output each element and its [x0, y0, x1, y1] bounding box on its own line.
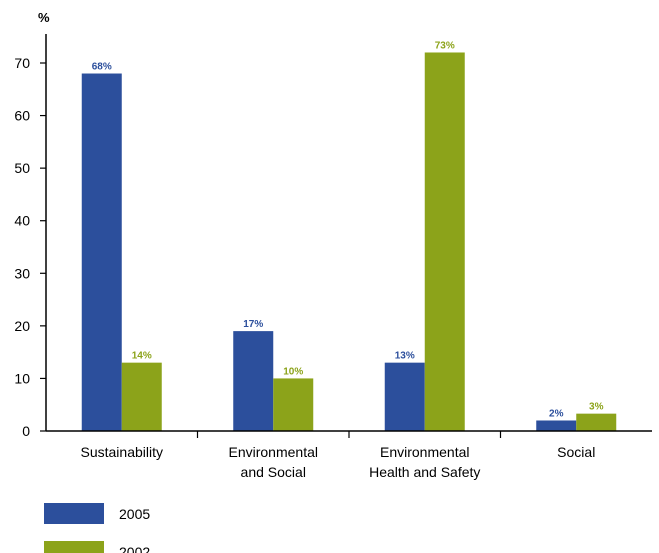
bar-2005	[82, 74, 122, 431]
legend: 2005 2002	[44, 503, 150, 553]
legend-label: 2005	[119, 506, 150, 522]
bar-2005	[536, 420, 576, 431]
data-label: 2%	[549, 408, 564, 419]
bar-2002	[273, 378, 313, 431]
y-tick-label: 70	[14, 55, 30, 71]
legend-swatch	[44, 503, 104, 524]
y-axis: 0 10 20 30 40 50 60 70	[14, 34, 46, 439]
y-tick-label: 60	[14, 108, 30, 124]
y-tick-label: 0	[22, 423, 30, 439]
y-tick-label: 30	[14, 265, 30, 281]
data-label: 17%	[243, 319, 263, 330]
y-tick-label: 50	[14, 160, 30, 176]
bar-2002	[122, 363, 162, 431]
category-label: and Social	[241, 464, 306, 480]
category-label: Health and Safety	[369, 464, 480, 480]
category-label: Sustainability	[81, 444, 164, 460]
y-tick-label: 10	[14, 370, 30, 386]
bar-2005	[385, 363, 425, 431]
data-label: 73%	[435, 40, 455, 51]
data-label: 3%	[589, 402, 604, 413]
y-tick-label: 20	[14, 318, 30, 334]
category-label: Environmental	[380, 444, 470, 460]
data-label: 14%	[132, 351, 152, 362]
y-axis-unit-label: %	[38, 10, 50, 25]
legend-swatch	[44, 541, 104, 553]
bar-2002	[425, 52, 465, 431]
x-axis: Sustainability Environmental and Social Env…	[46, 431, 652, 480]
data-label: 68%	[92, 62, 112, 73]
bar-2002	[576, 414, 616, 431]
data-label: 10%	[283, 366, 303, 377]
category-label: Social	[557, 444, 595, 460]
legend-label: 2002	[119, 544, 150, 553]
bar-2005	[233, 331, 273, 431]
bars: 68% 14% 17% 10% 13% 73% 2% 3%	[82, 40, 617, 431]
category-label: Environmental	[229, 444, 319, 460]
data-label: 13%	[395, 351, 415, 362]
y-tick-label: 40	[14, 213, 30, 229]
